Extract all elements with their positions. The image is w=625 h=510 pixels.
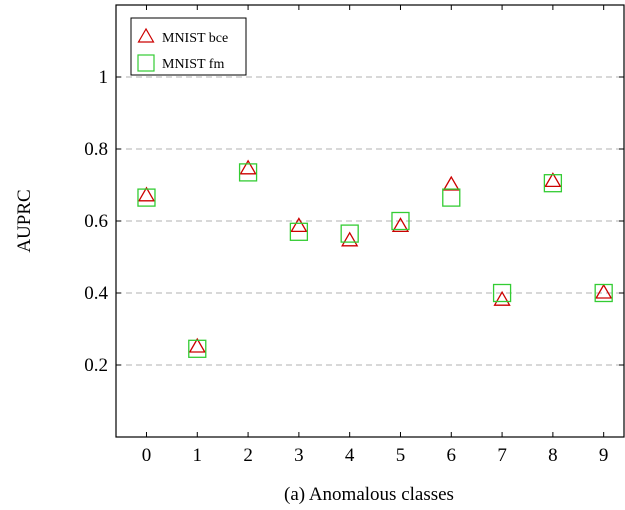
point-mnist-bce [137, 186, 156, 202]
legend: MNIST bce MNIST fm [130, 17, 247, 76]
point-mnist-fm [594, 283, 613, 303]
point-mnist-bce [595, 283, 613, 299]
data-points [137, 159, 613, 358]
x-tick-label: 4 [345, 445, 355, 466]
x-tick-label: 7 [497, 445, 507, 466]
x-tick-label: 1 [193, 445, 203, 466]
point-mnist-bce [544, 172, 562, 188]
legend-label-mnist-fm: MNIST fm [162, 57, 224, 72]
y-tick-label: 0.6 [84, 211, 108, 232]
legend-triangle-icon [137, 27, 155, 43]
point-mnist-fm [391, 211, 410, 231]
point-mnist-fm [238, 163, 258, 182]
point-mnist-fm [442, 188, 461, 207]
point-mnist-fm [492, 283, 512, 303]
point-mnist-fm [289, 222, 309, 241]
x-tick-label: 2 [243, 445, 253, 466]
x-tick-label: 8 [548, 445, 558, 466]
y-tick-label: 0.4 [84, 283, 108, 304]
point-mnist-fm [188, 339, 207, 358]
y-tick-label: 0.2 [84, 355, 108, 376]
x-tick-label: 0 [142, 445, 152, 466]
legend-box [130, 17, 247, 76]
x-tick-label: 6 [447, 445, 457, 466]
point-mnist-bce [290, 217, 308, 233]
point-mnist-fm [543, 174, 563, 193]
point-mnist-bce [442, 175, 460, 191]
legend-label-mnist-bce: MNIST bce [162, 31, 228, 46]
point-mnist-bce [493, 290, 511, 306]
point-mnist-fm [137, 188, 156, 207]
point-mnist-bce [341, 231, 359, 247]
point-mnist-bce [391, 217, 410, 233]
chart-caption: (a) Anomalous classes [284, 484, 454, 505]
x-tick-label: 5 [396, 445, 406, 466]
y-tick-label: 1 [99, 67, 109, 88]
y-tick-label: 0.8 [84, 139, 108, 160]
legend-square-icon [137, 54, 155, 72]
point-mnist-fm [340, 224, 359, 243]
x-tick-label: 9 [599, 445, 609, 466]
grid-lines [116, 76, 624, 366]
x-tick-label: 3 [294, 445, 304, 466]
point-mnist-bce [239, 159, 257, 175]
y-axis-label: AUPRC [14, 189, 35, 252]
point-mnist-bce [188, 337, 206, 353]
axis-ticks: 0.2 0.4 0.6 0.8 1 0 1 2 3 4 5 6 7 8 9 [84, 5, 624, 466]
